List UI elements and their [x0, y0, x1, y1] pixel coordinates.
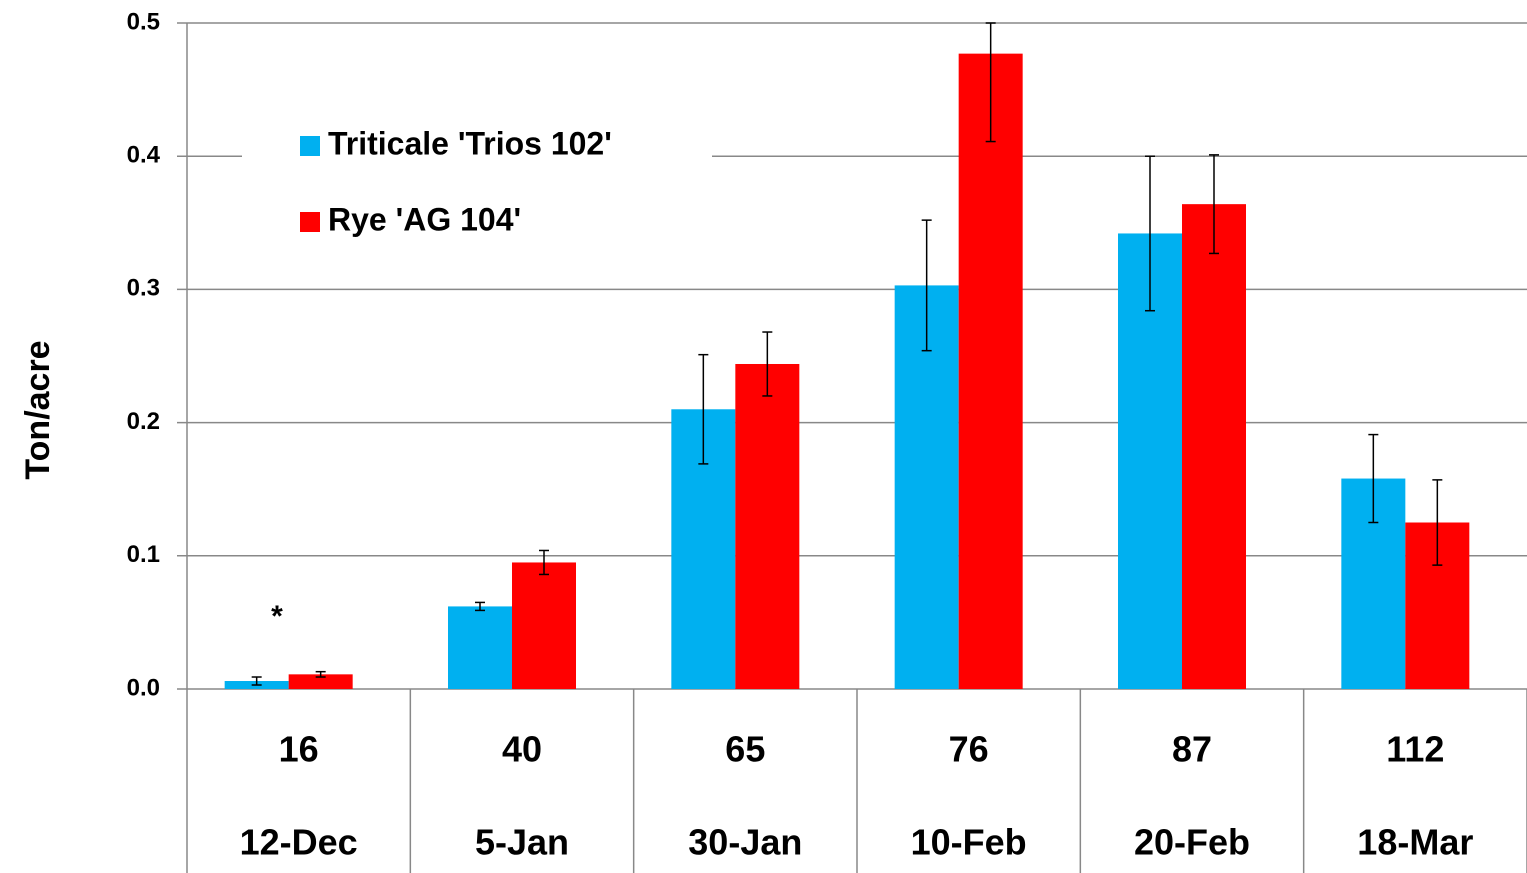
- x-tick-label: 87: [1172, 729, 1212, 770]
- x-tick-label: 76: [949, 729, 989, 770]
- y-axis-label: Ton/acre: [19, 340, 57, 479]
- error-bar: [315, 670, 326, 678]
- bar: [894, 285, 959, 689]
- error-bar: [1209, 154, 1219, 255]
- x-tick-date: 30-Jan: [688, 822, 802, 863]
- error-bar: [762, 331, 773, 397]
- x-tick-label: 40: [502, 729, 542, 770]
- error-bar: [1368, 433, 1379, 524]
- y-tick-label: 0.1: [127, 541, 160, 568]
- error-bar: [539, 549, 549, 576]
- y-tick-label: 0.4: [127, 142, 161, 169]
- x-tick-date: 20-Feb: [1134, 822, 1250, 863]
- y-tick-label: 0.3: [127, 275, 160, 302]
- bar: [735, 363, 800, 689]
- legend-label: Rye 'AG 104': [328, 201, 521, 237]
- error-bar: [698, 353, 709, 465]
- x-tick-date: 18-Mar: [1357, 822, 1473, 863]
- y-tick-label: 0.2: [127, 408, 160, 435]
- annotation: *: [271, 600, 283, 633]
- error-bar: [1145, 155, 1155, 312]
- x-tick-label: 16: [279, 729, 319, 770]
- error-bar: [985, 22, 996, 143]
- bar: [512, 562, 576, 689]
- bar: [448, 606, 512, 689]
- x-tick-date: 5-Jan: [475, 822, 569, 863]
- y-tick-label: 0.0: [127, 674, 160, 701]
- error-bar: [921, 219, 932, 352]
- x-tick-label: 65: [725, 729, 765, 770]
- legend-background: [242, 112, 712, 252]
- error-bar: [475, 601, 485, 612]
- y-tick-label: 0.5: [127, 8, 160, 35]
- x-tick-date: 12-Dec: [240, 822, 358, 863]
- bar: [288, 674, 353, 689]
- x-tick-label: 112: [1386, 729, 1444, 770]
- legend-swatch: [300, 136, 320, 156]
- legend-swatch: [300, 212, 320, 232]
- x-tick-date: 10-Feb: [911, 822, 1027, 863]
- bar: [1182, 204, 1246, 690]
- legend-label: Triticale 'Trios 102': [328, 125, 612, 161]
- bar: [958, 53, 1023, 690]
- error-bar: [1432, 479, 1443, 566]
- error-bar: [251, 676, 262, 686]
